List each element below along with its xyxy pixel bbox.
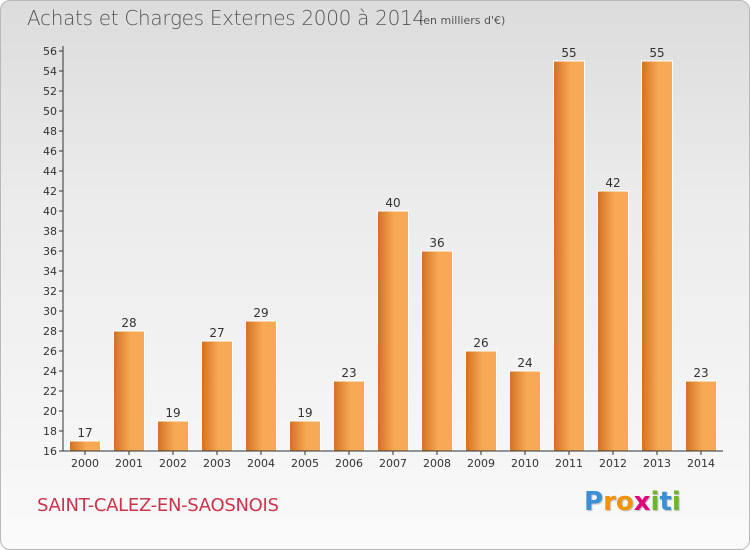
x-tick-label: 2006 — [335, 457, 363, 470]
y-tick-label: 56 — [43, 45, 57, 58]
y-tick-label: 48 — [43, 125, 57, 138]
proxiti-logo: Proxiti — [584, 487, 681, 517]
bar-value-label: 17 — [77, 426, 92, 440]
bar-value-label: 55 — [561, 46, 576, 60]
x-tick-label: 2008 — [423, 457, 451, 470]
logo-letter: i — [650, 487, 660, 517]
y-tick-label: 36 — [43, 245, 57, 258]
logo-letter: o — [615, 487, 634, 517]
logo-letter: i — [671, 487, 681, 517]
y-tick-label: 26 — [43, 345, 57, 358]
bar-value-label: 23 — [341, 366, 356, 380]
x-tick-label: 2000 — [71, 457, 99, 470]
bar-value-label: 27 — [209, 326, 224, 340]
bar-2000 — [69, 440, 101, 452]
y-tick-label: 16 — [43, 445, 57, 458]
bar-value-label: 24 — [517, 356, 532, 370]
x-tick-label: 2002 — [159, 457, 187, 470]
bar-2006 — [333, 380, 365, 452]
bar-value-label: 40 — [385, 196, 400, 210]
bar-2014 — [685, 380, 717, 452]
bar-2001 — [113, 330, 145, 452]
x-tick-label: 2005 — [291, 457, 319, 470]
chart-title: Achats et Charges Externes 2000 à 2014 — [27, 6, 425, 30]
x-tick-label: 2010 — [511, 457, 539, 470]
bar-2003 — [201, 340, 233, 452]
bar-2010 — [509, 370, 541, 452]
y-tick-label: 54 — [43, 65, 57, 78]
y-tick-label: 42 — [43, 185, 57, 198]
bar-value-label: 26 — [473, 336, 488, 350]
bar-2007 — [377, 210, 409, 452]
y-tick-label: 20 — [43, 405, 57, 418]
bar-2012 — [597, 190, 629, 452]
bar-value-label: 42 — [605, 176, 620, 190]
y-tick-label: 46 — [43, 145, 57, 158]
x-tick-label: 2009 — [467, 457, 495, 470]
chart-unit-label: (en milliers d'€) — [419, 14, 506, 27]
y-tick-label: 40 — [43, 205, 57, 218]
x-tick-label: 2003 — [203, 457, 231, 470]
x-tick-label: 2007 — [379, 457, 407, 470]
bar-2004 — [245, 320, 277, 452]
x-tick-label: 2001 — [115, 457, 143, 470]
bar-value-label: 19 — [165, 406, 180, 420]
x-tick-label: 2014 — [687, 457, 715, 470]
x-tick-label: 2012 — [599, 457, 627, 470]
logo-letter: x — [633, 487, 651, 517]
bar-2013 — [641, 60, 673, 452]
x-tick-label: 2013 — [643, 457, 671, 470]
bar-2002 — [157, 420, 189, 452]
bar-2005 — [289, 420, 321, 452]
y-tick-label: 38 — [43, 225, 57, 238]
y-tick-label: 18 — [43, 425, 57, 438]
bar-value-label: 29 — [253, 306, 268, 320]
y-tick-label: 22 — [43, 385, 57, 398]
commune-name: SAINT-CALEZ-EN-SAOSNOIS — [37, 495, 279, 516]
y-tick-label: 30 — [43, 305, 57, 318]
y-tick-label: 24 — [43, 365, 57, 378]
logo-letter: t — [659, 487, 672, 517]
x-tick-label: 2004 — [247, 457, 275, 470]
y-tick-label: 52 — [43, 85, 57, 98]
y-tick-label: 32 — [43, 285, 57, 298]
bar-2008 — [421, 250, 453, 452]
bar-value-label: 19 — [297, 406, 312, 420]
bar-2009 — [465, 350, 497, 452]
logo-letter: r — [603, 487, 616, 517]
bar-value-label: 28 — [121, 316, 136, 330]
y-tick-label: 50 — [43, 105, 57, 118]
bar-value-label: 55 — [649, 46, 664, 60]
y-tick-label: 34 — [43, 265, 57, 278]
y-tick-label: 44 — [43, 165, 57, 178]
x-tick-label: 2011 — [555, 457, 583, 470]
y-tick-label: 28 — [43, 325, 57, 338]
logo-letter: P — [584, 487, 604, 517]
bar-value-label: 36 — [429, 236, 444, 250]
bar-value-label: 23 — [693, 366, 708, 380]
bar-2011 — [553, 60, 585, 452]
